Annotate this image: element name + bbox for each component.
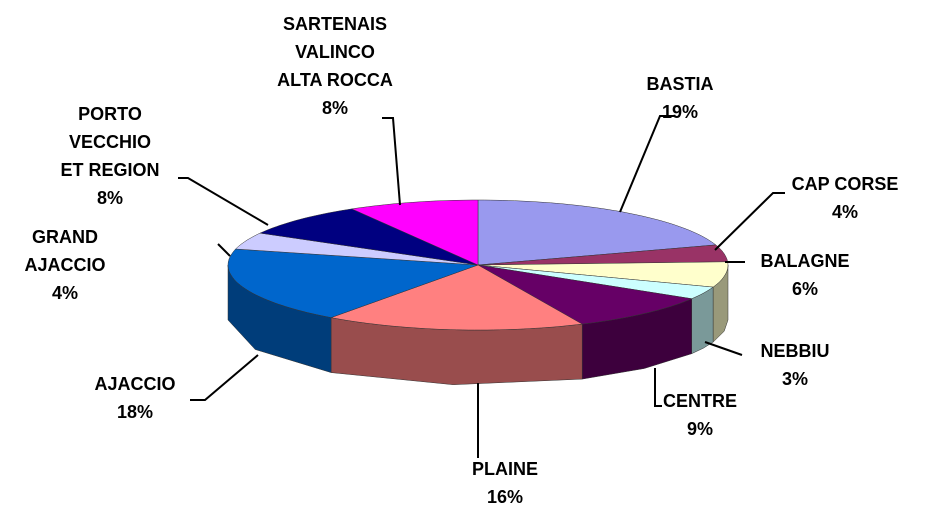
slice [259, 208, 479, 266]
label-line: NEBBIU [760, 341, 829, 361]
slice [477, 199, 717, 266]
value-label: 4% [832, 202, 858, 222]
leader-line [178, 177, 269, 226]
label-line: ALTA ROCCA [277, 70, 393, 90]
slice-label: PORTO VECCHIO ET REGION [60, 104, 159, 180]
slice [227, 248, 479, 318]
leader-line [190, 354, 259, 401]
value-label: 16% [487, 487, 523, 506]
value-label: 3% [782, 369, 808, 389]
slice-label: CAP CORSE [792, 174, 899, 194]
slice-label: NEBBIU [760, 341, 829, 361]
leader-line [382, 117, 401, 206]
leader-line [619, 115, 674, 213]
value-label: 18% [117, 402, 153, 422]
slice [477, 261, 729, 288]
label-line: CAP CORSE [792, 174, 899, 194]
slice-label: CENTRE [663, 391, 737, 411]
label-line: AJACCIO [94, 374, 175, 394]
value-label: 8% [322, 98, 348, 118]
slice [477, 264, 714, 299]
label-line: PLAINE [472, 459, 538, 479]
slice [330, 264, 583, 331]
label-line: BALAGNE [761, 251, 850, 271]
slice [235, 232, 479, 266]
value-label: 6% [792, 279, 818, 299]
leader-line [217, 243, 231, 257]
label-line: VALINCO [295, 42, 375, 62]
label-line: PORTO [78, 104, 142, 124]
label-line: ET REGION [60, 160, 159, 180]
slice-label: PLAINE [472, 459, 538, 479]
leader-line [704, 341, 743, 356]
value-label: 9% [687, 419, 713, 439]
label-line: BASTIA [647, 74, 714, 94]
slice-label: GRAND AJACCIO [24, 227, 105, 275]
label-line: GRAND [32, 227, 98, 247]
value-label: 4% [52, 283, 78, 303]
slice-label: BALAGNE [761, 251, 850, 271]
slice-label: BASTIA [647, 74, 714, 94]
slice [477, 264, 693, 325]
slice [350, 199, 479, 266]
label-line: SARTENAIS [283, 14, 387, 34]
label-line: AJACCIO [24, 255, 105, 275]
leader-line [714, 192, 785, 251]
slice-label: AJACCIO [94, 374, 175, 394]
value-label: 19% [662, 102, 698, 122]
leader-line [654, 368, 662, 407]
slice-label: SARTENAIS VALINCO ALTA ROCCA [277, 14, 393, 90]
value-label: 8% [97, 188, 123, 208]
label-line: CENTRE [663, 391, 737, 411]
label-line: VECCHIO [69, 132, 151, 152]
